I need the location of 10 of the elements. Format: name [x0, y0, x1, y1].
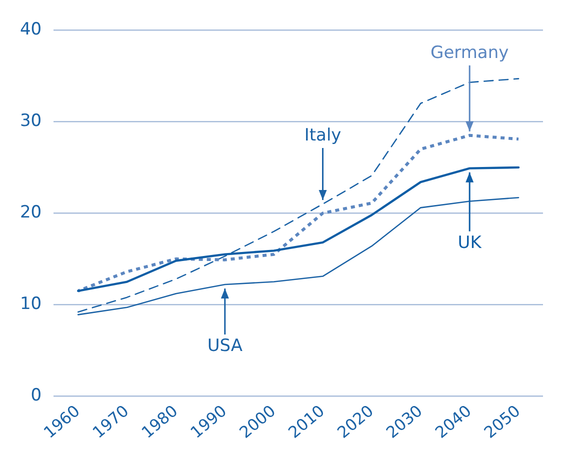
text: USA	[207, 336, 243, 356]
y-tick-label: 20	[20, 202, 42, 223]
line-series	[77, 78, 520, 313]
text: Italy	[304, 125, 342, 146]
y-tick-label: 30	[20, 111, 42, 132]
y-tick-label: 10	[20, 294, 42, 314]
y-tick-label: 40	[20, 20, 42, 40]
text: UK	[458, 232, 482, 253]
text: Germany	[430, 42, 509, 63]
y-tick-label: 0	[30, 386, 42, 406]
